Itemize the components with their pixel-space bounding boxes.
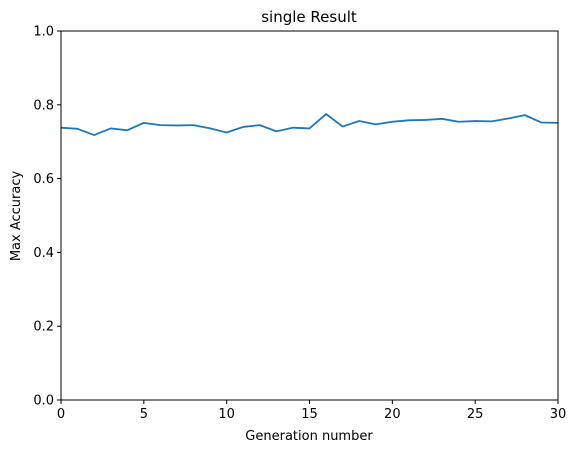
- x-axis-label: Generation number: [245, 429, 373, 444]
- x-tick-label: 30: [550, 407, 567, 422]
- y-tick-label: 0.0: [33, 394, 54, 409]
- y-tick-label: 0.6: [33, 172, 54, 187]
- x-tick-label: 10: [218, 407, 235, 422]
- y-tick-label: 0.4: [33, 246, 54, 261]
- x-tick-label: 0: [57, 407, 65, 422]
- y-axis-ticks: 0.0 0.2 0.4 0.6 0.8 1.0: [33, 25, 61, 409]
- x-tick-label: 25: [467, 407, 484, 422]
- x-tick-label: 15: [301, 407, 318, 422]
- x-tick-label: 5: [140, 407, 148, 422]
- series-layer: [60, 113, 559, 136]
- x-tick-label: 20: [384, 407, 401, 422]
- x-axis-ticks: 0 5 10 15 20 25 30: [57, 400, 566, 422]
- y-tick-label: 0.2: [33, 320, 54, 335]
- chart-title: single Result: [261, 8, 357, 26]
- y-tick-label: 1.0: [33, 25, 54, 40]
- y-axis-label: Max Accuracy: [9, 171, 24, 262]
- axes-frame: [60, 30, 559, 401]
- series-line: [60, 113, 559, 136]
- y-tick-label: 0.8: [33, 98, 54, 113]
